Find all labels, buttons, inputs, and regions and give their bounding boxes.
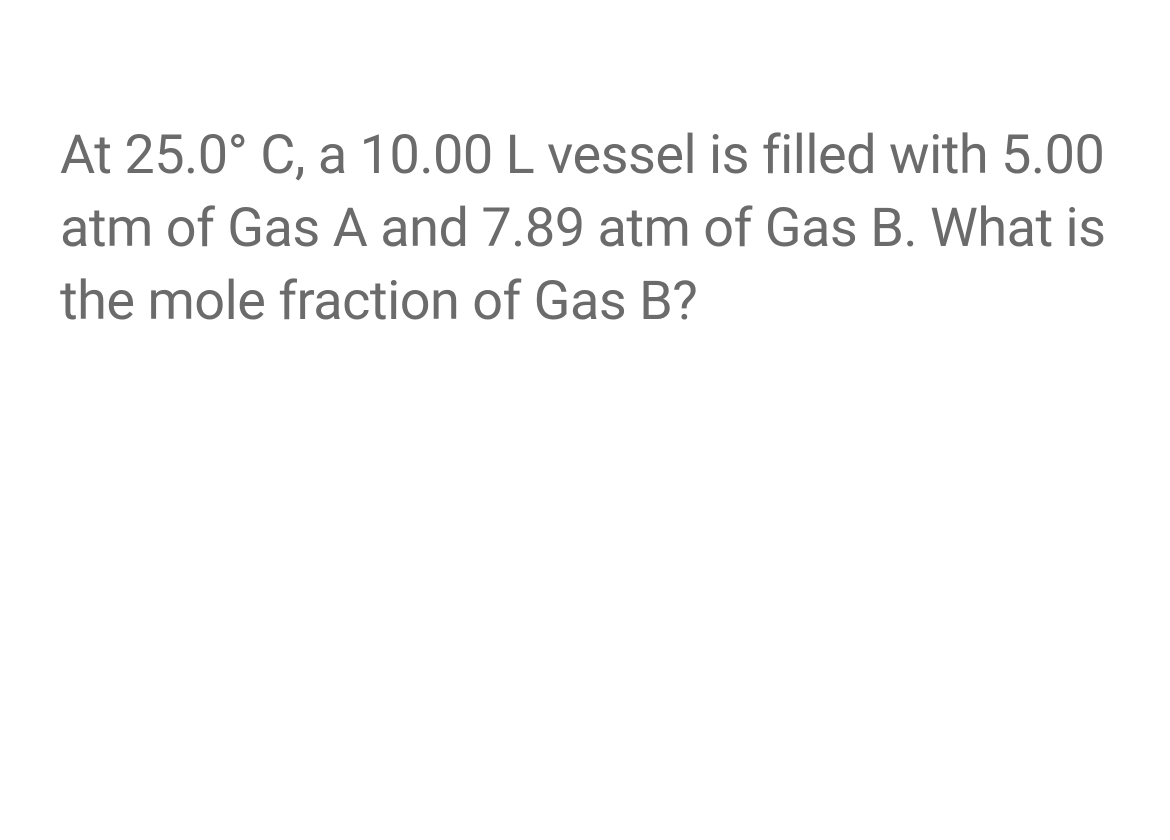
question-text: At 25.0° C, a 10.00 L vessel is filled w… [60,120,1110,339]
